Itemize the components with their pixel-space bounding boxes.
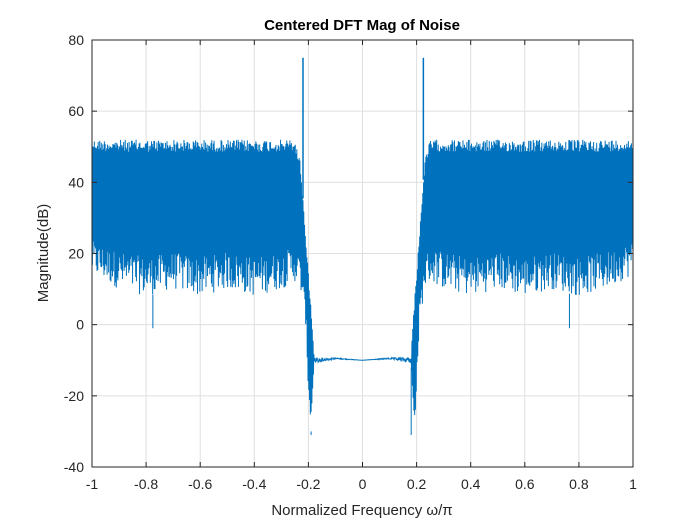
y-tick-label: 0 <box>76 317 84 333</box>
x-tick-label: 0.2 <box>407 476 427 492</box>
y-axis-label: Magnitude(dB) <box>35 204 52 302</box>
x-tick-label: -0.8 <box>134 476 158 492</box>
x-tick-label: 0.4 <box>461 476 481 492</box>
x-tick-label: 0 <box>359 476 367 492</box>
series-line <box>91 139 634 415</box>
y-tick-label: -20 <box>64 388 84 404</box>
y-axis: -40 -20 0 20 40 60 80 <box>64 32 633 475</box>
x-tick-label: 1 <box>629 476 637 492</box>
x-axis: -1 -0.8 -0.6 -0.4 -0.2 0 0.2 0.4 0.6 0.8 1 <box>86 40 637 492</box>
x-tick-label: 0.6 <box>515 476 535 492</box>
y-tick-label: 80 <box>68 32 84 48</box>
y-tick-label: -40 <box>64 459 84 475</box>
chart-title: Centered DFT Mag of Noise <box>264 17 460 34</box>
y-tick-label: 20 <box>68 246 84 262</box>
y-tick-label: 40 <box>68 174 84 190</box>
y-tick-label: 60 <box>68 103 84 119</box>
x-tick-label: -0.4 <box>242 476 266 492</box>
plot-area <box>91 57 634 435</box>
x-axis-label: Normalized Frequency ω/π <box>271 502 452 519</box>
x-tick-label: -0.2 <box>296 476 320 492</box>
x-tick-label: -0.6 <box>188 476 212 492</box>
x-tick-label: -1 <box>86 476 99 492</box>
x-tick-label: 0.8 <box>569 476 589 492</box>
